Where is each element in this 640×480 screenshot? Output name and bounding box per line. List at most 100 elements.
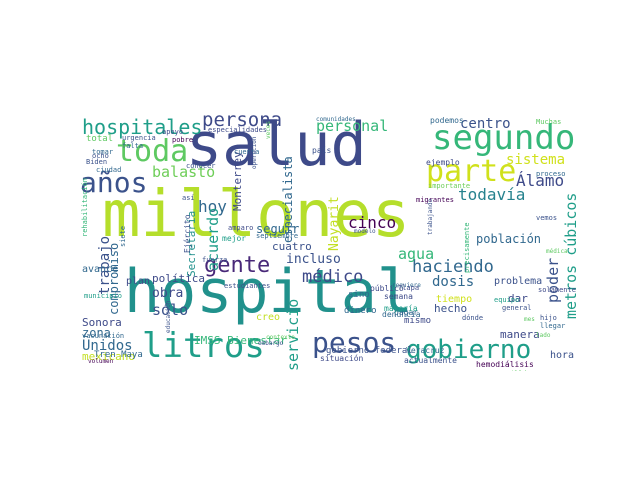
cloud-word: total [86, 134, 114, 144]
cloud-word: médico [302, 267, 364, 287]
cloud-word: llegar [540, 322, 566, 330]
cloud-word: educación [165, 300, 172, 333]
cloud-word: así [182, 194, 195, 202]
cloud-word: poder [544, 257, 562, 303]
cloud-word: apoyo [162, 128, 184, 136]
cloud-word: salud [186, 110, 367, 180]
cloud-word: gente [204, 253, 271, 278]
cloud-word: amparo [228, 224, 254, 232]
cloud-word: gobierno federal [326, 346, 413, 356]
cloud-word: balasto [152, 163, 216, 181]
cloud-word: cuenta [234, 148, 260, 156]
cloud-word: estudiantes [224, 282, 271, 290]
cloud-word: falta [122, 142, 144, 150]
cloud-word: septiembre [256, 232, 299, 240]
cloud-word: todavía [458, 185, 526, 204]
cloud-word: siete [119, 225, 127, 247]
cloud-word: cinco [348, 213, 397, 232]
cloud-word: equipo [494, 296, 520, 304]
cloud-word: migrantes [416, 196, 454, 204]
cloud-word: Ejército [183, 214, 192, 253]
cloud-word: personal [316, 117, 389, 135]
cloud-word: requiere [392, 282, 421, 289]
cloud-word: manera [500, 328, 540, 341]
cloud-word: país [312, 146, 332, 155]
cloud-word: embargo [258, 340, 284, 347]
cloud-word: persona [202, 109, 283, 131]
cloud-word: operación [251, 136, 258, 169]
cloud-word: denuncia [382, 310, 421, 319]
cloud-word: IMSS Bienestar [194, 334, 287, 347]
cloud-word: pobre [172, 136, 194, 144]
cloud-word: Nayarit [327, 196, 342, 251]
cloud-word: trabajando [427, 198, 434, 235]
cloud-word: haciendo [412, 257, 494, 277]
cloud-word: mes [524, 316, 535, 323]
cloud-word: hospital [124, 257, 413, 327]
cloud-word: toda [116, 134, 189, 169]
cloud-word: mexicano [82, 350, 135, 363]
cloud-word: hecho [434, 302, 468, 315]
cloud-word: Tren Maya [94, 350, 143, 360]
cloud-word: ciudad [96, 166, 122, 174]
cloud-word: agua [398, 245, 435, 263]
cloud-word: sólo [152, 301, 189, 319]
cloud-word: especialista [281, 156, 295, 243]
cloud-word: Monterrey [231, 151, 244, 211]
cloud-word: modelo [354, 228, 376, 235]
word-cloud: hospital millones salud litros segundo p… [80, 107, 576, 371]
cloud-word: dinero [344, 306, 377, 316]
cloud-word: mayoría [384, 304, 418, 313]
cloud-word: Biden [86, 158, 108, 166]
cloud-word: pagar [394, 308, 419, 317]
cloud-word: rehabilitación [81, 177, 89, 237]
cloud-word: sistema [506, 152, 566, 168]
cloud-word: avance [82, 264, 119, 275]
cloud-word: mejor [222, 234, 247, 243]
cloud-word: segundo [432, 118, 576, 158]
cloud-word: seguir [256, 222, 300, 236]
cloud-word: semana [384, 292, 413, 301]
cloud-word: solamente [538, 286, 576, 294]
cloud-word: metros cúbicos [562, 192, 576, 319]
cloud-word: zona [82, 326, 111, 340]
cloud-word: compromiso [107, 242, 121, 315]
cloud-word: Sonora [82, 316, 122, 329]
cloud-word: volumen [88, 358, 114, 365]
cloud-word: Álamo [516, 171, 565, 190]
cloud-word: dónde [462, 314, 484, 322]
cloud-word: vemos [536, 214, 558, 222]
cloud-word: veces [265, 120, 272, 139]
cloud-word: ejemplo [426, 158, 460, 167]
cloud-word: especialidades [208, 126, 268, 134]
cloud-word: lado [536, 332, 551, 339]
cloud-word: precisamente [463, 222, 471, 273]
cloud-word: Muchas [536, 118, 562, 126]
cloud-word: obra [152, 286, 184, 301]
cloud-word: litros [142, 326, 265, 366]
cloud-word: incluso [286, 252, 341, 267]
cloud-word: comunidades [316, 116, 356, 123]
cloud-word: mismo [404, 316, 432, 326]
cloud-word: Tlapa [398, 284, 420, 292]
cloud-word: hora [550, 350, 575, 361]
cloud-word: tiempo [436, 294, 473, 305]
cloud-word: médica [546, 248, 568, 255]
cloud-word: proceso [536, 170, 566, 178]
cloud-word: dar [508, 292, 528, 305]
cloud-word: cuatro [272, 240, 312, 253]
cloud-word: Unidos [82, 338, 133, 354]
cloud-word: población [476, 232, 542, 246]
cloud-word: parte [426, 154, 517, 189]
cloud-word: política [152, 272, 205, 285]
cloud-word: millones [102, 178, 411, 252]
cloud-word: podemos [430, 116, 464, 125]
cloud-word: centro [460, 116, 511, 132]
cloud-word: hoy [198, 197, 227, 216]
cloud-word: fuerza [202, 256, 228, 264]
cloud-word: creo [256, 312, 281, 323]
cloud-word: tomar [92, 148, 114, 156]
cloud-word: hospitales [82, 115, 203, 139]
cloud-word: vacunación [82, 332, 125, 340]
cloud-word: plan [126, 276, 151, 287]
